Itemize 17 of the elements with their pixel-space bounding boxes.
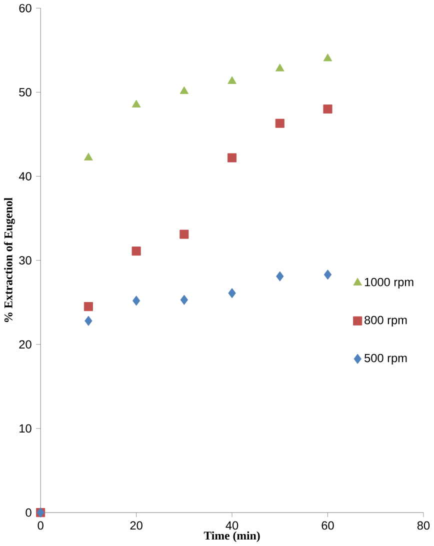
y-tick-label: 50	[19, 88, 32, 96]
x-tick-label: 0	[38, 521, 44, 530]
y-tick-label: 60	[19, 4, 32, 12]
x-tick-label: 20	[130, 521, 142, 530]
legend-label: 1000 rpm	[364, 278, 414, 289]
y-tick-label: 40	[18, 172, 32, 180]
legend-label: 500 rpm	[364, 354, 407, 365]
y-tick-label: 30	[19, 256, 32, 265]
y-tick-label: 10	[20, 424, 32, 433]
x-axis-title: Time (min)	[204, 531, 260, 542]
y-tick-label: 20	[19, 340, 32, 349]
y-tick-label: 0	[26, 508, 32, 517]
x-tick-label: 40	[226, 521, 238, 530]
legend-label: 800 rpm	[364, 316, 407, 327]
y-axis-title: % Extraction of Eugenol	[4, 198, 15, 322]
x-tick-label: 80	[417, 521, 430, 530]
x-tick-label: 60	[322, 521, 334, 530]
